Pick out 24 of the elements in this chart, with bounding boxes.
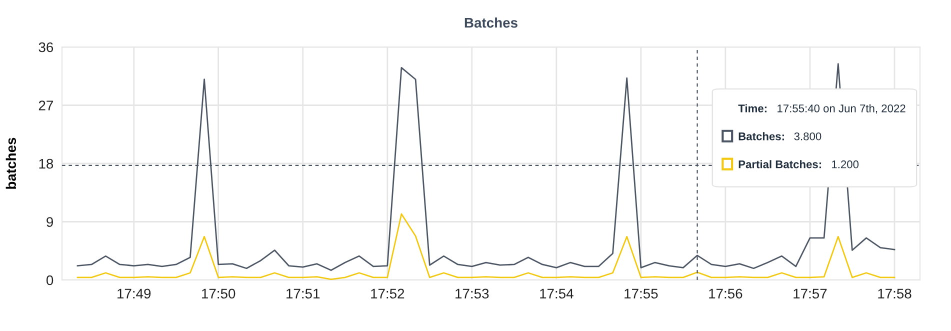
x-tick-label: 17:58 xyxy=(878,288,912,299)
x-tick-label: 17:56 xyxy=(709,288,742,299)
x-tick-label: 17:49 xyxy=(118,288,151,299)
legend-label: Batches: xyxy=(738,132,784,140)
annotation: 17:55:40 on Jun 7th, 2022 xyxy=(778,104,906,114)
x-tick-label: 17:53 xyxy=(456,288,489,299)
y-tick-label: 36 xyxy=(38,42,54,52)
legend-label: Partial Batches: xyxy=(738,160,822,168)
x-tick-label: 17:54 xyxy=(540,288,574,299)
annotation: 3.800 xyxy=(794,132,822,140)
x-tick-label: 17:51 xyxy=(286,288,320,299)
y-axis-title: batches xyxy=(6,138,16,189)
line-series xyxy=(76,213,896,280)
chart-title: Batches xyxy=(464,17,518,28)
x-tick-label: 17:50 xyxy=(202,288,236,299)
y-tick-label: 9 xyxy=(46,217,54,227)
y-tick-label: 18 xyxy=(39,158,54,169)
annotation: 1.200 xyxy=(832,160,859,168)
y-tick-label: 0 xyxy=(46,275,54,286)
x-tick-label: 17:52 xyxy=(371,288,404,299)
y-tick-label: 27 xyxy=(38,100,53,110)
x-tick-label: 17:57 xyxy=(794,288,827,299)
annotation: Time: xyxy=(738,104,766,112)
x-tick-label: 17:55 xyxy=(624,288,658,299)
